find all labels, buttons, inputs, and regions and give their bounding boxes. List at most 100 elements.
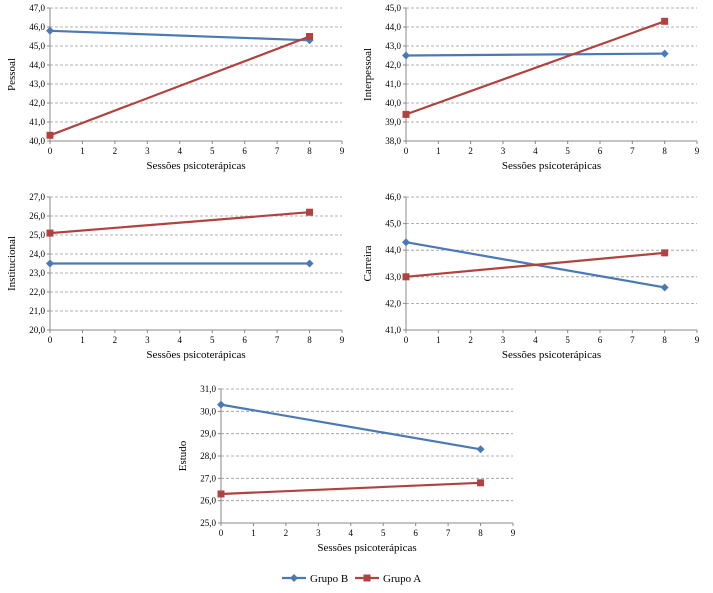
y-tick-label: 22,0: [29, 287, 45, 297]
x-tick-label: 9: [340, 335, 345, 345]
y-tick-label: 42,0: [29, 98, 45, 108]
y-tick-label: 26,0: [200, 496, 216, 506]
x-tick-label: 0: [404, 146, 409, 156]
point-grupo-a: [477, 479, 485, 487]
legend-item-grupo-b: Grupo B: [282, 573, 348, 585]
y-tick-label: 21,0: [29, 306, 45, 316]
series-line-grupo-b: [220, 403, 481, 451]
x-axis-label: Sessões psicoterápicas: [317, 542, 416, 554]
x-tick-label: 3: [501, 335, 506, 345]
y-tick-label: 45,0: [29, 41, 45, 51]
series-line-grupo-a: [220, 481, 481, 496]
y-tick-label: 40,0: [29, 136, 45, 146]
x-tick-label: 4: [533, 146, 538, 156]
chart-panel-4: 41,0 42,0 43,0 44,0 45,0 46,0 0 1 2 3 4 5 6 7 8 9 Sessõe…: [362, 192, 700, 361]
x-tick-label: 0: [219, 528, 224, 538]
point-grupo-a: [402, 110, 410, 118]
x-tick-label: 0: [48, 335, 53, 345]
x-tick-label: 5: [210, 335, 215, 345]
x-tick-label: 1: [80, 146, 85, 156]
x-axis-label: Sessões psicoterápicas: [502, 160, 601, 172]
y-tick-label: 41,0: [29, 117, 45, 127]
point-grupo-a: [661, 17, 669, 25]
x-tick-label: 4: [533, 335, 538, 345]
chart-panel-3: 20,0 21,0 22,0 23,0 24,0 25,0 26,0 27,0 0 1 2 3 4 5 6 7…: [6, 192, 345, 361]
point-grupo-a: [661, 249, 669, 257]
y-tick-label: 38,0: [385, 136, 401, 146]
y-tick-label: 47,0: [29, 3, 45, 13]
point-grupo-b: [46, 259, 54, 268]
y-tick-label: 45,0: [385, 219, 401, 229]
y-tick-label: 44,0: [385, 22, 401, 32]
y-tick-label: 39,0: [385, 117, 401, 127]
point-grupo-b: [217, 400, 225, 409]
x-tick-label: 4: [349, 528, 354, 538]
point-grupo-b: [660, 49, 669, 58]
y-tick-label: 23,0: [29, 268, 45, 278]
y-tick-label: 28,0: [200, 451, 216, 461]
y-tick-label: 31,0: [200, 384, 216, 394]
y-tick-label: 42,0: [385, 60, 401, 70]
y-tick-label: 46,0: [385, 192, 401, 202]
y-tick-label: 40,0: [385, 98, 401, 108]
x-tick-label: 2: [113, 146, 118, 156]
legend-item-grupo-a: Grupo A: [355, 573, 421, 585]
y-axis-label: Interpessoal: [362, 48, 374, 101]
x-tick-label: 2: [113, 335, 118, 345]
x-tick-label: 3: [316, 528, 321, 538]
x-tick-label: 8: [662, 146, 667, 156]
x-tick-label: 6: [242, 335, 247, 345]
y-tick-label: 41,0: [385, 79, 401, 89]
y-tick-label: 46,0: [29, 22, 45, 32]
series-line-grupo-b: [405, 52, 665, 57]
chart-panel-5: 25,0 26,0 27,0 28,0 29,0 30,0 31,0 0 1 2 3 4 5 6 7 8 9 Se…: [177, 384, 516, 554]
x-tick-label: 7: [630, 146, 635, 156]
y-tick-label: 20,0: [29, 325, 45, 335]
x-tick-label: 1: [436, 146, 441, 156]
point-grupo-a: [306, 33, 314, 40]
y-tick-label: 26,0: [29, 211, 45, 221]
x-axis-label: Sessões psicoterápicas: [146, 160, 245, 172]
y-tick-label: 41,0: [385, 325, 401, 335]
x-axis-label: Sessões psicoterápicas: [502, 349, 601, 361]
point-grupo-a: [306, 208, 314, 216]
point-grupo-a: [217, 490, 225, 498]
x-tick-label: 2: [284, 528, 289, 538]
point-grupo-b: [402, 51, 410, 60]
x-tick-label: 7: [630, 335, 635, 345]
x-tick-label: 1: [251, 528, 256, 538]
y-axis-label: Carreira: [362, 245, 374, 281]
legend-label: Grupo B: [310, 573, 348, 585]
x-tick-label: 8: [662, 335, 667, 345]
series-line-grupo-a: [49, 35, 310, 137]
x-tick-label: 7: [446, 528, 451, 538]
x-tick-label: 9: [695, 146, 700, 156]
y-tick-label: 43,0: [29, 79, 45, 89]
chart-panel-1: 40,0 41,0 42,0 43,0 44,0 45,0 46,0 47,0 0 1 2 3 4 5 6 7…: [6, 3, 345, 172]
y-tick-label: 24,0: [29, 249, 45, 259]
point-grupo-b: [402, 238, 410, 247]
chart-panel-2: 38,0 39,0 40,0 41,0 42,0 43,0 44,0 45,0 0 1 2 3 4 5 6 7…: [362, 3, 700, 172]
x-tick-label: 2: [468, 146, 473, 156]
legend-marker: [290, 574, 298, 582]
point-grupo-a: [402, 273, 410, 281]
x-tick-label: 9: [340, 146, 345, 156]
y-tick-label: 25,0: [29, 230, 45, 240]
x-tick-label: 8: [307, 146, 312, 156]
x-tick-label: 8: [478, 528, 483, 538]
x-tick-label: 9: [511, 528, 516, 538]
x-tick-label: 6: [413, 528, 418, 538]
series-line-grupo-b: [49, 29, 310, 42]
x-tick-label: 9: [695, 335, 700, 345]
y-tick-label: 42,0: [385, 298, 401, 308]
y-tick-label: 45,0: [385, 3, 401, 13]
x-tick-label: 6: [242, 146, 247, 156]
x-tick-label: 3: [145, 146, 150, 156]
point-grupo-b: [305, 259, 314, 268]
point-grupo-b: [46, 26, 54, 35]
x-tick-label: 2: [468, 335, 473, 345]
point-grupo-a: [46, 229, 54, 237]
y-tick-label: 29,0: [200, 429, 216, 439]
point-grupo-b: [476, 445, 485, 454]
